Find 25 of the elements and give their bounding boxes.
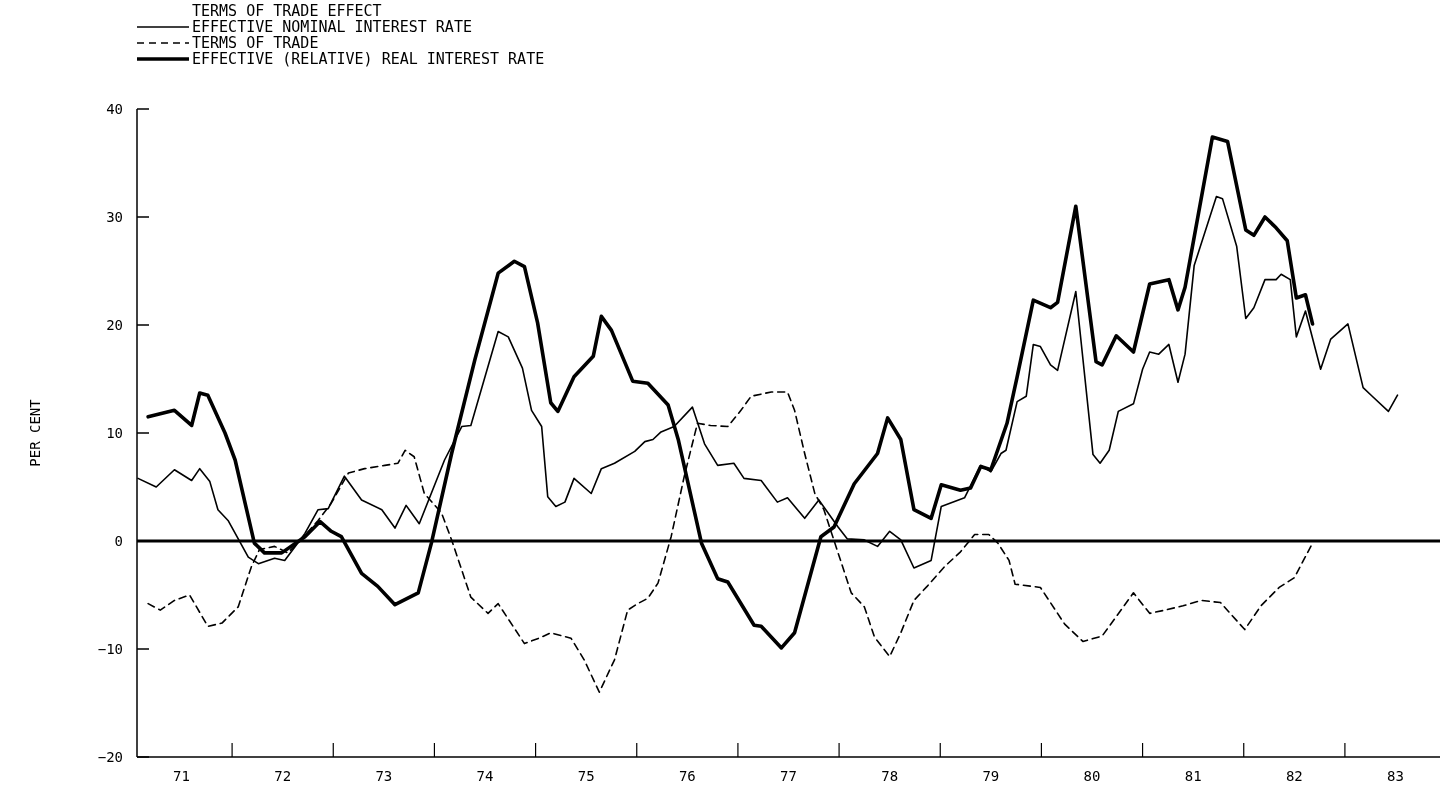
x-tick-label: 74 [476,768,494,784]
x-tick-label: 71 [173,768,190,784]
y-tick-label: −20 [97,748,123,765]
x-tick-label: 79 [982,768,1000,784]
x-tick-label: 83 [1387,768,1404,784]
y-tick-label: 0 [114,532,123,549]
x-tick-label: 82 [1285,768,1303,784]
x-tick-label: 78 [881,768,899,784]
x-tick-label: 76 [678,768,696,784]
x-tick-label: 81 [1184,768,1202,784]
legend-label: EFFECTIVE (RELATIVE) REAL INTEREST RATE [192,50,545,68]
y-axis-title: PER CENT [27,398,43,467]
x-tick-label: 73 [375,768,393,784]
y-tick-label: 20 [106,316,123,333]
x-tick-label: 75 [577,768,595,784]
legend-label: TERMS OF TRADE [192,34,319,52]
y-tick-label: −10 [97,640,123,657]
chart-title: TERMS OF TRADE EFFECT [192,2,382,20]
x-tick-label: 72 [274,768,292,784]
y-tick-label: 10 [106,424,123,441]
y-tick-label: 40 [106,100,123,117]
x-tick-label: 77 [780,768,797,784]
y-tick-label: 30 [106,208,123,225]
legend-label: EFFECTIVE NOMINAL INTEREST RATE [192,18,472,36]
x-tick-label: 80 [1083,768,1101,784]
